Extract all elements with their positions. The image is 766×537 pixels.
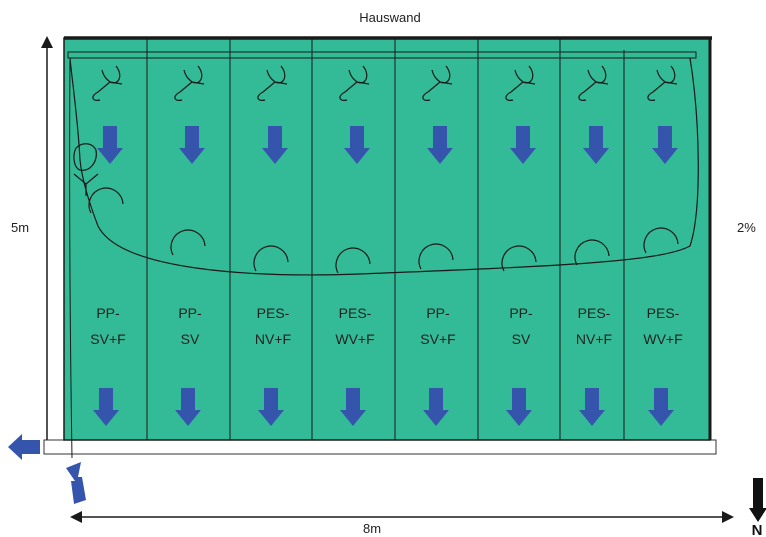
strip-label-line1: PES- <box>647 305 680 321</box>
flow-arrow-lower-icon <box>648 388 674 426</box>
strip-label-line2: NV+F <box>255 331 291 347</box>
flow-arrow-lower-icon <box>175 388 201 426</box>
strip-label-line1: PES- <box>257 305 290 321</box>
green-field <box>63 37 711 441</box>
flow-arrow-lower-icon <box>93 388 119 426</box>
y-connector-icon <box>73 143 99 196</box>
flow-arrow-upper-icon <box>652 126 678 164</box>
strip-label-line1: PES- <box>339 305 372 321</box>
flow-arrow-upper-icon <box>510 126 536 164</box>
sprinkler-icon <box>174 65 205 101</box>
slope-label: 2% <box>737 220 756 235</box>
inflow-arrow-icon <box>66 462 86 504</box>
hose-coil-icon <box>335 247 371 274</box>
hose-coil-icon <box>170 229 206 256</box>
flow-arrow-upper-icon <box>179 126 205 164</box>
strip-label-line1: PES- <box>578 305 611 321</box>
flow-arrow-upper-icon <box>344 126 370 164</box>
strip-label-line2: SV+F <box>420 331 455 347</box>
strip-label-line2: SV+F <box>90 331 125 347</box>
strip-label-line1: PP- <box>509 305 533 321</box>
sprinkler-icon <box>647 65 678 101</box>
flow-arrow-lower-icon <box>258 388 284 426</box>
sprinkler-icon <box>339 65 370 101</box>
sprinkler-icon <box>92 65 123 101</box>
flow-arrow-upper-icon <box>583 126 609 164</box>
height-label: 5m <box>11 220 29 235</box>
outflow-arrow-icon <box>8 434 40 460</box>
flow-arrow-upper-icon <box>97 126 123 164</box>
hose-coil-icon <box>253 245 289 272</box>
hose-coil-icon <box>574 239 610 266</box>
width-label: 8m <box>363 521 381 536</box>
strip-label-line2: SV <box>512 331 531 347</box>
hose-coil-icon <box>501 245 537 272</box>
strip-label-line1: PP- <box>96 305 120 321</box>
flow-arrow-lower-icon <box>423 388 449 426</box>
strip-label-line2: SV <box>181 331 200 347</box>
sprinkler-icon <box>257 65 288 101</box>
hose-coil-icon <box>88 187 124 214</box>
flow-arrow-upper-icon <box>262 126 288 164</box>
north-arrow-icon <box>749 478 766 522</box>
hose-coil-icon <box>418 243 454 270</box>
sprinkler-icon <box>578 65 609 101</box>
strip-label-line2: WV+F <box>335 331 374 347</box>
sprinkler-icon <box>505 65 536 101</box>
irrigation-loop-pipe <box>69 57 699 276</box>
base-plate <box>43 439 717 455</box>
strip-label-line2: WV+F <box>643 331 682 347</box>
flow-arrow-lower-icon <box>506 388 532 426</box>
sprinkler-icon <box>422 65 453 101</box>
flow-arrow-lower-icon <box>579 388 605 426</box>
flow-arrow-upper-icon <box>427 126 453 164</box>
flow-arrow-lower-icon <box>340 388 366 426</box>
strip-dividers <box>146 38 625 440</box>
irrigation-header-pipe <box>67 51 697 59</box>
strip-label-line1: PP- <box>178 305 202 321</box>
feed-line <box>69 59 73 459</box>
strip-label-line1: PP- <box>426 305 450 321</box>
house-wall-label: Hauswand <box>359 10 420 25</box>
hose-coil-icon <box>643 227 679 254</box>
strip-label-line2: NV+F <box>576 331 612 347</box>
north-label: N <box>752 522 763 537</box>
